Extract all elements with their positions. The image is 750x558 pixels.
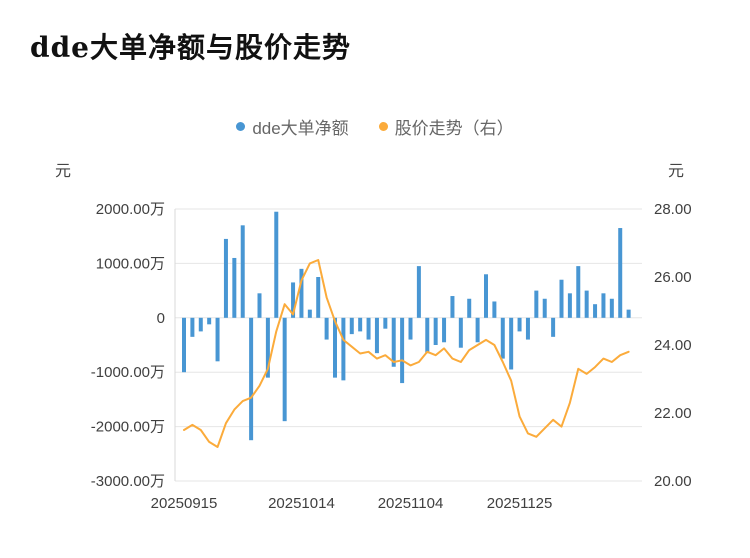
dde-net-bar[interactable] [509,317,514,370]
dde-net-bar[interactable] [408,317,413,340]
dde-net-bar[interactable] [559,279,564,318]
dde-net-bar[interactable] [450,296,455,318]
dde-net-bar[interactable] [358,317,363,332]
dde-net-bar[interactable] [593,304,598,318]
legend-label-dde: dde大单净额 [252,119,349,138]
dde-net-bar[interactable] [223,238,228,318]
dde-net-bar[interactable] [400,317,405,384]
dde-net-bar[interactable] [249,317,254,441]
dde-net-bar[interactable] [416,266,421,318]
dde-net-bar[interactable] [517,317,522,332]
right-axis-tick: 20.00 [654,473,692,490]
legend-dot-orange-icon [378,122,388,131]
dde-net-bar[interactable] [333,317,337,378]
x-axis-tick: 20251014 [268,495,335,512]
dde-net-bar[interactable] [265,317,270,378]
price-line[interactable] [183,259,630,448]
dde-net-bar[interactable] [257,293,262,318]
dde-net-bar[interactable] [475,317,480,343]
dde-net-bar[interactable] [291,282,296,318]
left-axis-unit: 元 [55,163,72,180]
dde-net-bar[interactable] [492,301,497,318]
dde-net-bar[interactable] [374,317,379,354]
dde-net-bar[interactable] [567,293,572,318]
dde-net-bar[interactable] [467,298,472,318]
legend-item-price[interactable]: 股价走势（右） [378,114,514,139]
right-axis-tick: 24.00 [654,337,692,354]
x-axis-tick: 20251125 [487,495,553,512]
dde-net-bar[interactable] [551,317,556,337]
x-axis-tick: 20250915 [151,495,218,512]
dde-net-bar[interactable] [232,257,237,318]
dde-net-bar[interactable] [307,309,312,318]
dde-net-bar[interactable] [601,293,606,318]
dde-net-bar[interactable] [198,317,203,332]
dde-net-bar[interactable] [316,277,321,318]
dde-net-bar[interactable] [240,225,245,318]
dde-net-bar[interactable] [525,317,530,340]
dde-net-bar[interactable] [618,228,623,318]
dde-net-bar[interactable] [182,317,186,373]
x-axis-tick: 20251104 [378,495,444,512]
dde-net-bar[interactable] [383,317,388,329]
left-axis-tick: 0 [157,310,165,327]
dde-net-bar[interactable] [500,317,505,359]
dde-net-bar[interactable] [576,266,581,318]
right-axis-tick: 28.00 [654,201,692,218]
dde-net-bar[interactable] [484,274,488,318]
dde-net-bar[interactable] [609,298,614,318]
dde-net-bar[interactable] [299,268,304,318]
left-axis-tick: -2000.00万 [91,419,165,436]
right-axis-tick: 26.00 [654,269,692,286]
dde-net-bar[interactable] [442,317,447,343]
chart-title: dde大单净额与股价走势 [30,31,351,64]
dde-net-bar[interactable] [425,317,430,354]
legend-label-price: 股价走势（右） [394,119,514,138]
dde-net-bar[interactable] [584,290,589,318]
legend-dot-blue-icon [236,122,246,131]
dde-net-bar[interactable] [391,317,396,367]
dde-net-bar[interactable] [458,317,463,348]
dde-net-bar[interactable] [215,317,220,362]
dde-net-bar[interactable] [542,298,547,318]
left-axis-tick: 2000.00万 [96,201,165,218]
left-axis-tick: 1000.00万 [96,255,165,272]
right-axis-unit: 元 [668,163,685,180]
dde-net-bar[interactable] [207,317,212,325]
dde-net-bar[interactable] [282,317,287,422]
dde-net-bar[interactable] [626,309,631,318]
dde-net-bar[interactable] [366,317,371,340]
legend: dde大单净额 股价走势（右） [0,114,750,139]
dde-net-bar[interactable] [534,290,539,318]
dde-net-bar[interactable] [341,317,346,381]
dde-net-bar[interactable] [274,211,279,318]
legend-item-dde[interactable]: dde大单净额 [236,114,349,139]
dde-net-bar[interactable] [324,317,329,340]
dde-net-bar[interactable] [349,317,354,335]
dde-net-bar[interactable] [433,317,438,345]
right-axis-tick: 22.00 [654,405,692,422]
dde-net-bar[interactable] [190,317,195,337]
left-axis-tick: -1000.00万 [91,364,165,381]
left-axis-tick: -3000.00万 [91,473,165,490]
